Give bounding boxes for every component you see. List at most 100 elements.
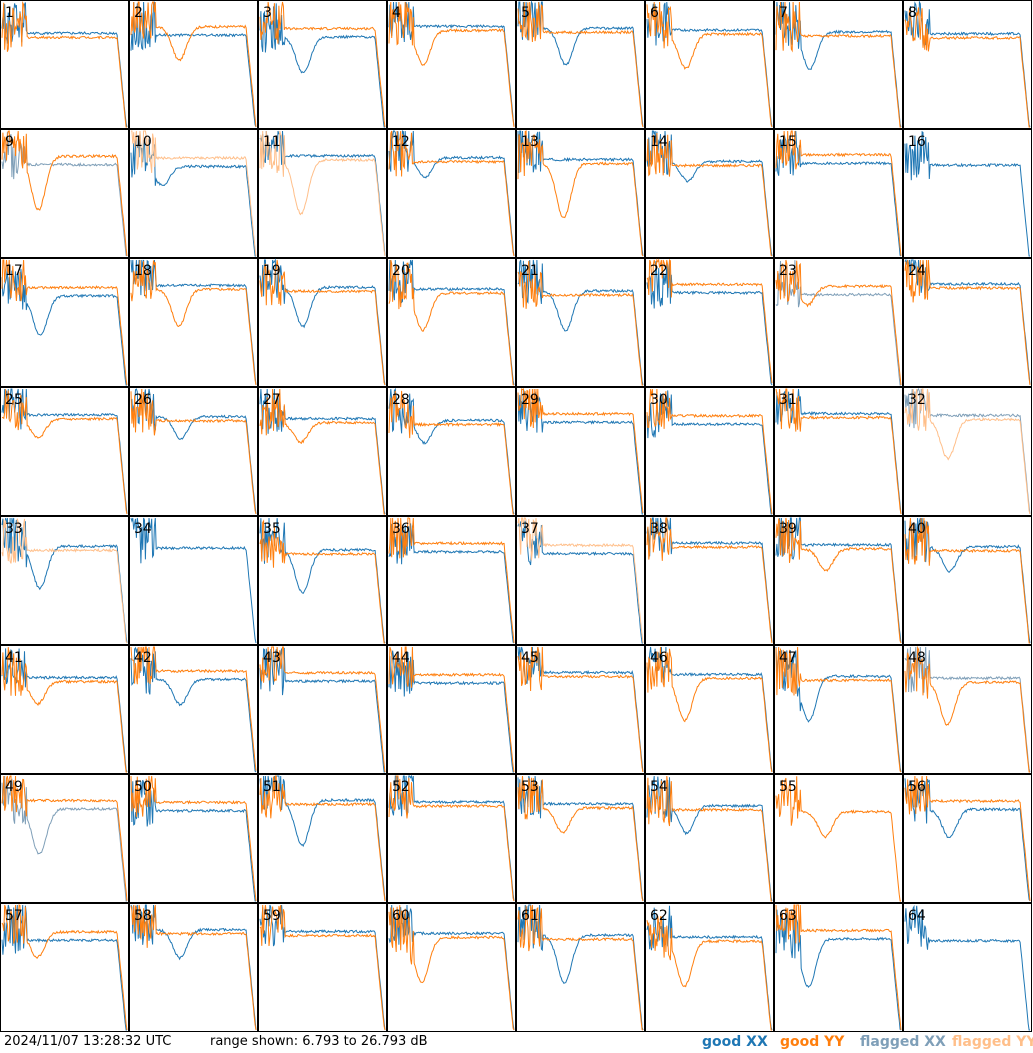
panel-15: 15 xyxy=(774,129,903,258)
series-yy-line xyxy=(130,904,257,1031)
panel-6: 6 xyxy=(645,0,774,129)
panel-label: 45 xyxy=(521,650,539,666)
series-xx-line xyxy=(904,388,1031,515)
series-xx-line xyxy=(517,130,644,257)
panel-label: 46 xyxy=(650,650,668,666)
panel-label: 1 xyxy=(5,5,14,21)
panel-label: 10 xyxy=(134,134,152,150)
panel-30: 30 xyxy=(645,387,774,516)
panel-frame xyxy=(387,0,516,129)
series-xx-line xyxy=(1,904,127,1031)
panel-57: 57 xyxy=(0,903,129,1032)
panel-35: 35 xyxy=(258,516,387,645)
series-yy-line xyxy=(388,259,515,386)
panel-label: 39 xyxy=(779,521,797,537)
panel-53: 53 xyxy=(516,774,645,903)
series-yy-line xyxy=(517,775,644,902)
panel-label: 2 xyxy=(134,5,143,21)
panel-label: 27 xyxy=(263,392,281,408)
series-xx-line xyxy=(775,517,902,644)
series-yy-line xyxy=(259,1,386,128)
panel-8: 8 xyxy=(903,0,1032,129)
panel-1: 1 xyxy=(0,0,129,129)
series-yy-line xyxy=(646,388,773,515)
panel-61: 61 xyxy=(516,903,645,1032)
series-yy-line xyxy=(1,647,127,773)
series-yy-line xyxy=(131,130,257,257)
panel-47: 47 xyxy=(774,645,903,774)
panel-43: 43 xyxy=(258,645,387,774)
panel-13: 13 xyxy=(516,129,645,258)
series-yy-line xyxy=(646,775,772,902)
panel-label: 37 xyxy=(521,521,539,537)
panel-frame xyxy=(645,903,774,1032)
series-yy-line xyxy=(1,904,128,1031)
panel-label: 16 xyxy=(908,134,926,150)
panel-label: 57 xyxy=(5,908,23,924)
series-xx-line xyxy=(1,648,128,773)
panel-label: 13 xyxy=(521,134,539,150)
panel-frame xyxy=(645,516,774,645)
panel-label: 6 xyxy=(650,5,659,21)
range-label: range shown: 6.793 to 26.793 dB xyxy=(210,1034,428,1049)
series-yy-line xyxy=(130,259,257,386)
series-yy-line xyxy=(775,646,902,773)
panel-22: 22 xyxy=(645,258,774,387)
series-yy-line xyxy=(517,904,644,1031)
panel-frame xyxy=(774,387,903,516)
series-yy-line xyxy=(646,915,772,1031)
series-xx-line xyxy=(646,390,772,515)
series-yy-line xyxy=(259,130,386,257)
series-yy-line xyxy=(904,517,1031,644)
series-xx-line xyxy=(517,388,643,515)
panel-label: 3 xyxy=(263,5,272,21)
series-yy-line xyxy=(388,646,515,773)
panel-label: 14 xyxy=(650,134,668,150)
series-yy-line xyxy=(775,388,902,515)
panel-60: 60 xyxy=(387,903,516,1032)
series-yy-line xyxy=(904,775,1031,902)
panel-frame xyxy=(129,258,258,387)
series-xx-line xyxy=(1,775,127,902)
panel-11: 11 xyxy=(258,129,387,258)
series-yy-line xyxy=(1,130,128,257)
panel-23: 23 xyxy=(774,258,903,387)
panel-label: 60 xyxy=(392,908,410,924)
panel-45: 45 xyxy=(516,645,645,774)
panel-label: 4 xyxy=(392,5,401,21)
panel-frame xyxy=(387,258,516,387)
panel-37: 37 xyxy=(516,516,645,645)
panel-label: 42 xyxy=(134,650,152,666)
panel-58: 58 xyxy=(129,903,258,1032)
panel-33: 33 xyxy=(0,516,129,645)
panel-56: 56 xyxy=(903,774,1032,903)
panel-46: 46 xyxy=(645,645,774,774)
panel-frame xyxy=(516,516,645,645)
series-xx-line xyxy=(775,260,901,386)
panel-16: 16 xyxy=(903,129,1032,258)
panel-40: 40 xyxy=(903,516,1032,645)
series-yy-line xyxy=(517,260,643,386)
panel-label: 59 xyxy=(263,908,281,924)
series-yy-line xyxy=(517,646,644,773)
panel-label: 43 xyxy=(263,650,281,666)
series-xx-line xyxy=(904,517,1031,644)
series-yy-line xyxy=(259,775,386,902)
panel-frame xyxy=(129,129,258,258)
panel-label: 28 xyxy=(392,392,410,408)
panel-label: 54 xyxy=(650,779,668,795)
panel-48: 48 xyxy=(903,645,1032,774)
series-xx-line xyxy=(130,388,257,515)
series-xx-line xyxy=(130,517,257,644)
panel-frame xyxy=(903,774,1032,903)
series-yy-line xyxy=(775,130,902,256)
panel-62: 62 xyxy=(645,903,774,1032)
series-yy-line xyxy=(646,517,773,644)
panel-49: 49 xyxy=(0,774,129,903)
series-yy-line xyxy=(775,776,901,902)
panel-label: 22 xyxy=(650,263,668,279)
panel-label: 34 xyxy=(134,521,152,537)
panel-64: 64 xyxy=(903,903,1032,1032)
panel-label: 50 xyxy=(134,779,152,795)
series-yy-line xyxy=(1,518,128,644)
